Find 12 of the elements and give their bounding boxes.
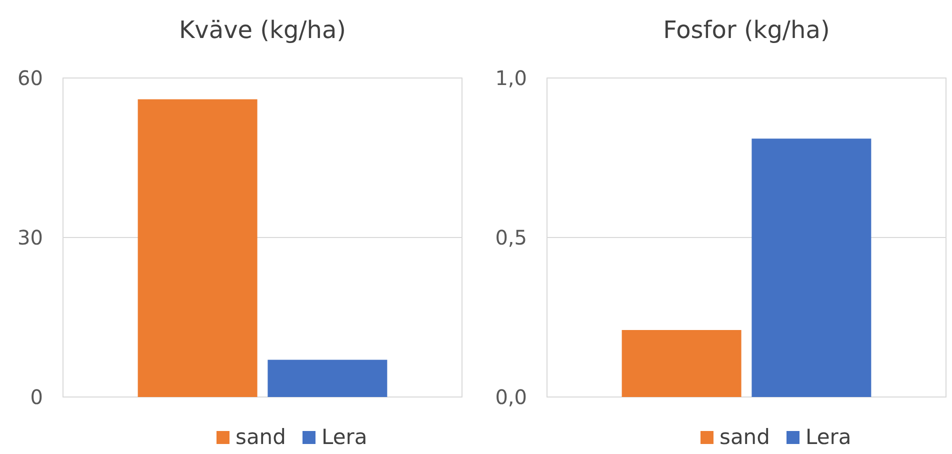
y-tick-label: 0,0 [495,385,527,409]
chart-title: Kväve (kg/ha) [178,16,346,44]
y-tick-label: 0,5 [495,226,527,250]
legend-label: sand [236,425,286,449]
y-tick-label: 30 [18,226,43,250]
chart-title: Fosfor (kg/ha) [663,16,830,44]
legend-label: Lera [806,425,852,449]
legend-label: Lera [322,425,368,449]
y-tick-label: 1,0 [495,66,527,90]
y-tick-label: 0 [30,385,43,409]
legend-label: sand [720,425,770,449]
y-tick-label: 60 [18,66,43,90]
